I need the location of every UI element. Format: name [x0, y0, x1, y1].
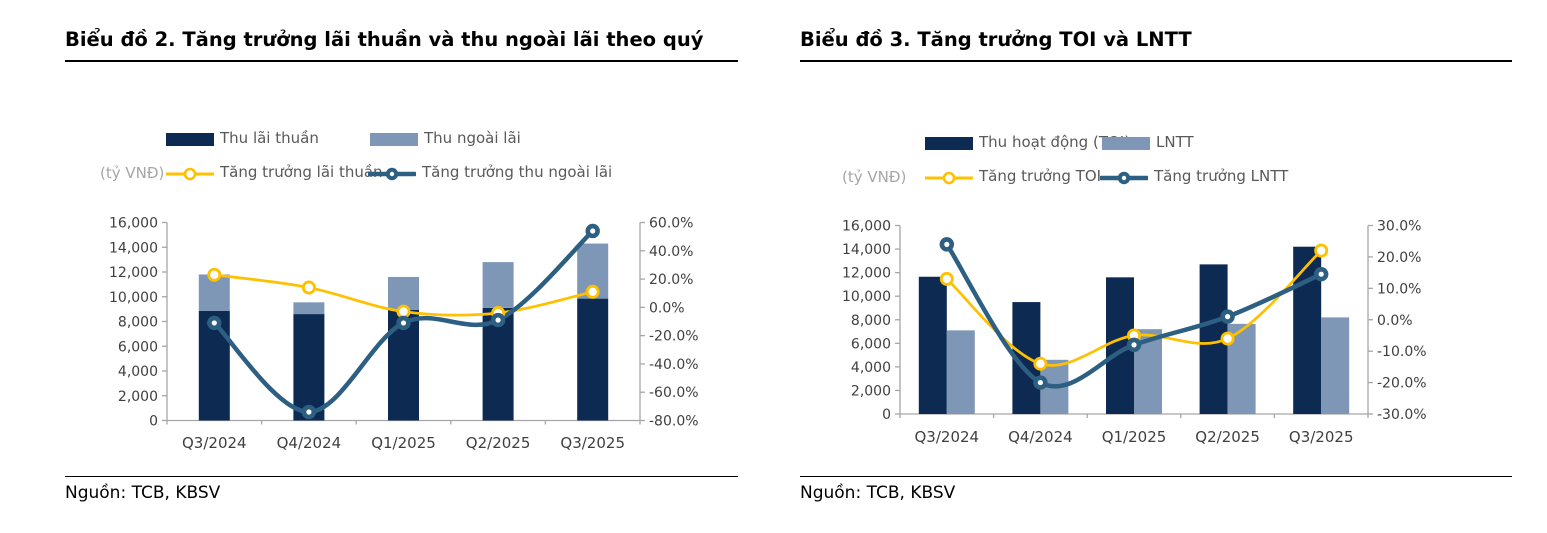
- axis-unit-label: (tỷ VNĐ): [842, 168, 907, 186]
- svg-text:16,000: 16,000: [842, 219, 891, 235]
- svg-text:Q3/2024: Q3/2024: [182, 434, 247, 452]
- svg-text:Q3/2025: Q3/2025: [560, 434, 625, 452]
- svg-text:30.0%: 30.0%: [1377, 219, 1421, 235]
- svg-text:Q3/2025: Q3/2025: [1289, 428, 1354, 446]
- chart-title: Biểu đồ 3. Tăng trưởng TOI và LNTT: [800, 28, 1512, 62]
- svg-text:12,000: 12,000: [109, 265, 158, 281]
- chart-title: Biểu đồ 2. Tăng trưởng lãi thuần và thu …: [65, 28, 738, 62]
- svg-text:-30.0%: -30.0%: [1377, 407, 1427, 423]
- svg-text:20.0%: 20.0%: [1377, 250, 1421, 266]
- svg-text:40.0%: 40.0%: [649, 244, 693, 260]
- svg-text:10.0%: 10.0%: [1377, 281, 1421, 297]
- legend-label: Tăng trưởng TOI: [979, 167, 1102, 185]
- svg-text:Q3/2024: Q3/2024: [915, 428, 980, 446]
- svg-text:4,000: 4,000: [851, 360, 891, 376]
- svg-text:-60.0%: -60.0%: [649, 385, 699, 401]
- bar-swatch-icon: [166, 133, 214, 146]
- svg-text:Q2/2025: Q2/2025: [466, 434, 531, 452]
- svg-text:-20.0%: -20.0%: [1377, 376, 1427, 392]
- svg-text:2,000: 2,000: [851, 383, 891, 399]
- svg-text:Q4/2024: Q4/2024: [1008, 428, 1073, 446]
- svg-text:-10.0%: -10.0%: [1377, 344, 1427, 360]
- svg-text:16,000: 16,000: [109, 216, 158, 232]
- chart-panel-right: Biểu đồ 3. Tăng trưởng TOI và LNTT Thu h…: [770, 0, 1547, 533]
- combo-chart-toi-lntt: 0 2,000 4,000 6,000 8,000 10,000 12,000 14,000 1…: [842, 219, 1427, 447]
- svg-text:Q4/2024: Q4/2024: [277, 434, 342, 452]
- legend-label: Tăng trưởng lãi thuần: [220, 163, 383, 181]
- bar-swatch-icon: [370, 133, 418, 146]
- svg-text:0.0%: 0.0%: [649, 300, 685, 316]
- line-marker-icon: [924, 170, 974, 185]
- line-marker-icon: [165, 166, 215, 181]
- combo-chart-net-interest-income: 0 2,000 4,000 6,000 8,000 10,000 12,000 14,000 1…: [109, 216, 699, 453]
- svg-text:6,000: 6,000: [118, 339, 158, 355]
- legend-label: Thu lãi thuần: [220, 129, 319, 147]
- svg-text:-40.0%: -40.0%: [649, 357, 699, 373]
- bar-swatch-icon: [925, 137, 973, 150]
- chart-panel-left: Biểu đồ 2. Tăng trưởng lãi thuần và thu …: [0, 0, 770, 533]
- svg-text:0: 0: [882, 407, 891, 423]
- svg-text:10,000: 10,000: [842, 289, 891, 305]
- legend-label: Thu hoạt động (TOI): [979, 133, 1131, 151]
- svg-text:8,000: 8,000: [118, 315, 158, 331]
- line-marker-icon: [366, 166, 418, 181]
- svg-text:14,000: 14,000: [842, 242, 891, 258]
- legend-label: LNTT: [1156, 133, 1194, 151]
- svg-text:-80.0%: -80.0%: [649, 414, 699, 430]
- svg-text:20.0%: 20.0%: [649, 272, 693, 288]
- svg-text:12,000: 12,000: [842, 266, 891, 282]
- source-note: Nguồn: TCB, KBSV: [800, 476, 1512, 503]
- axis-unit-label: (tỷ VNĐ): [100, 164, 165, 182]
- legend-label: Thu ngoài lãi: [424, 129, 521, 147]
- svg-text:4,000: 4,000: [118, 364, 158, 380]
- svg-text:6,000: 6,000: [851, 336, 891, 352]
- source-note: Nguồn: TCB, KBSV: [65, 476, 738, 503]
- svg-text:Q1/2025: Q1/2025: [371, 434, 436, 452]
- line-marker-icon: [1098, 170, 1150, 185]
- legend-label: Tăng trưởng LNTT: [1154, 167, 1289, 185]
- svg-text:0.0%: 0.0%: [1377, 313, 1413, 329]
- svg-text:2,000: 2,000: [118, 389, 158, 405]
- bar-swatch-icon: [1102, 137, 1150, 150]
- legend-label: Tăng trưởng thu ngoài lãi: [422, 163, 613, 181]
- svg-text:Q2/2025: Q2/2025: [1195, 428, 1260, 446]
- svg-text:-20.0%: -20.0%: [649, 329, 699, 345]
- svg-text:60.0%: 60.0%: [649, 216, 693, 232]
- svg-text:0: 0: [149, 414, 158, 430]
- svg-text:Q1/2025: Q1/2025: [1102, 428, 1167, 446]
- svg-text:10,000: 10,000: [109, 290, 158, 306]
- svg-text:8,000: 8,000: [851, 313, 891, 329]
- svg-text:14,000: 14,000: [109, 240, 158, 256]
